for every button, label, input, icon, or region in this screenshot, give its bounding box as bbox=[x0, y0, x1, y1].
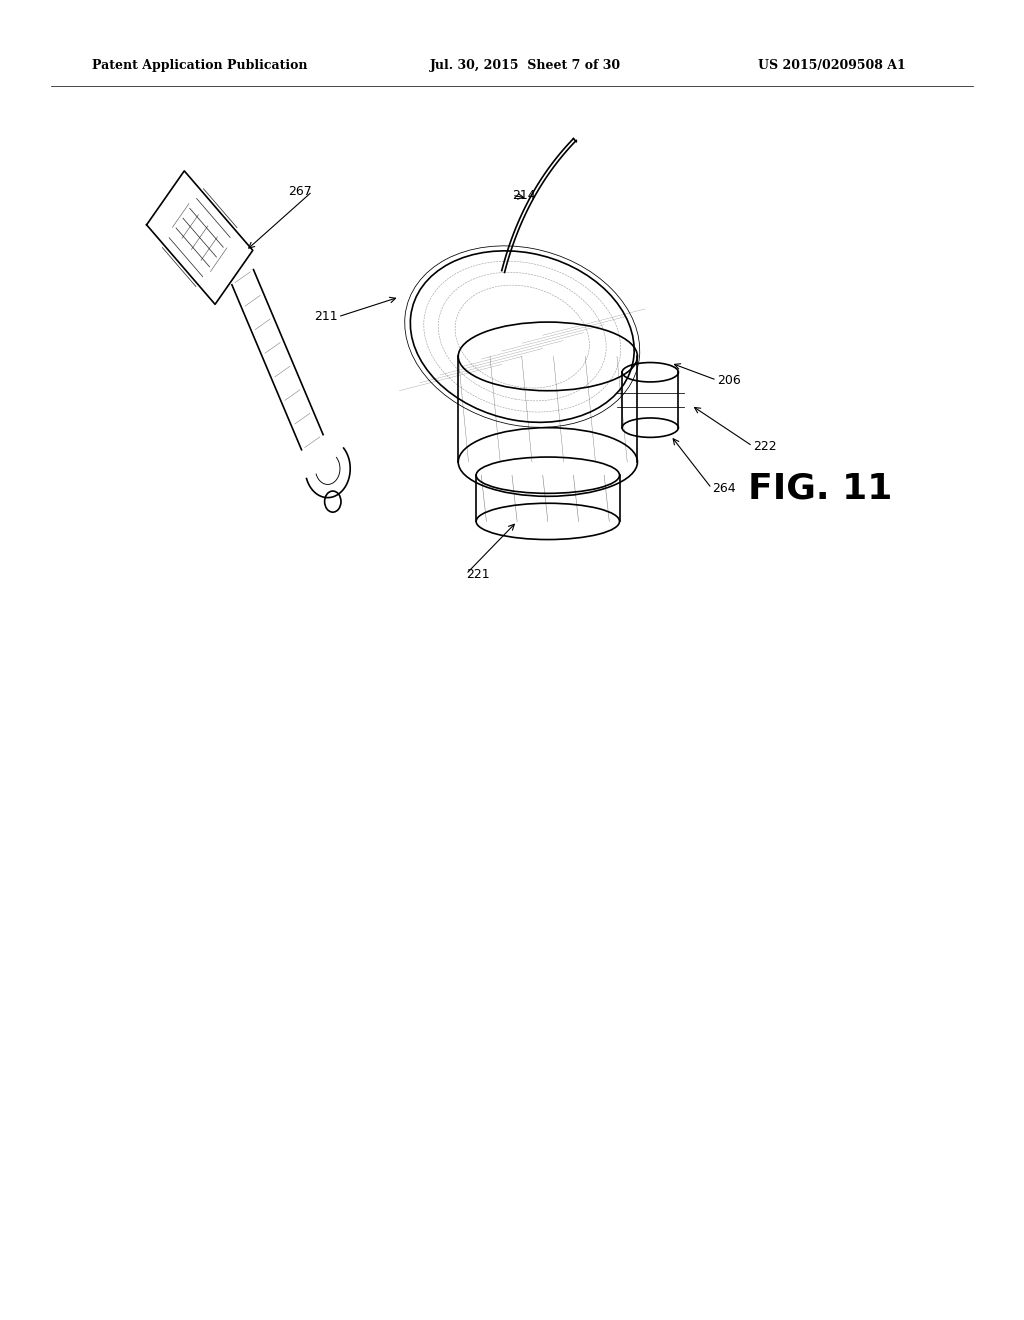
Text: Jul. 30, 2015  Sheet 7 of 30: Jul. 30, 2015 Sheet 7 of 30 bbox=[430, 59, 622, 73]
Text: 206: 206 bbox=[717, 374, 740, 387]
Text: US 2015/0209508 A1: US 2015/0209508 A1 bbox=[758, 59, 905, 73]
Text: 214: 214 bbox=[512, 189, 536, 202]
Text: Patent Application Publication: Patent Application Publication bbox=[92, 59, 307, 73]
Text: 222: 222 bbox=[753, 440, 776, 453]
Text: 264: 264 bbox=[712, 482, 735, 495]
Text: 211: 211 bbox=[314, 310, 338, 323]
Text: 221: 221 bbox=[466, 568, 489, 581]
Text: 267: 267 bbox=[289, 185, 312, 198]
Text: FIG. 11: FIG. 11 bbox=[748, 471, 892, 506]
